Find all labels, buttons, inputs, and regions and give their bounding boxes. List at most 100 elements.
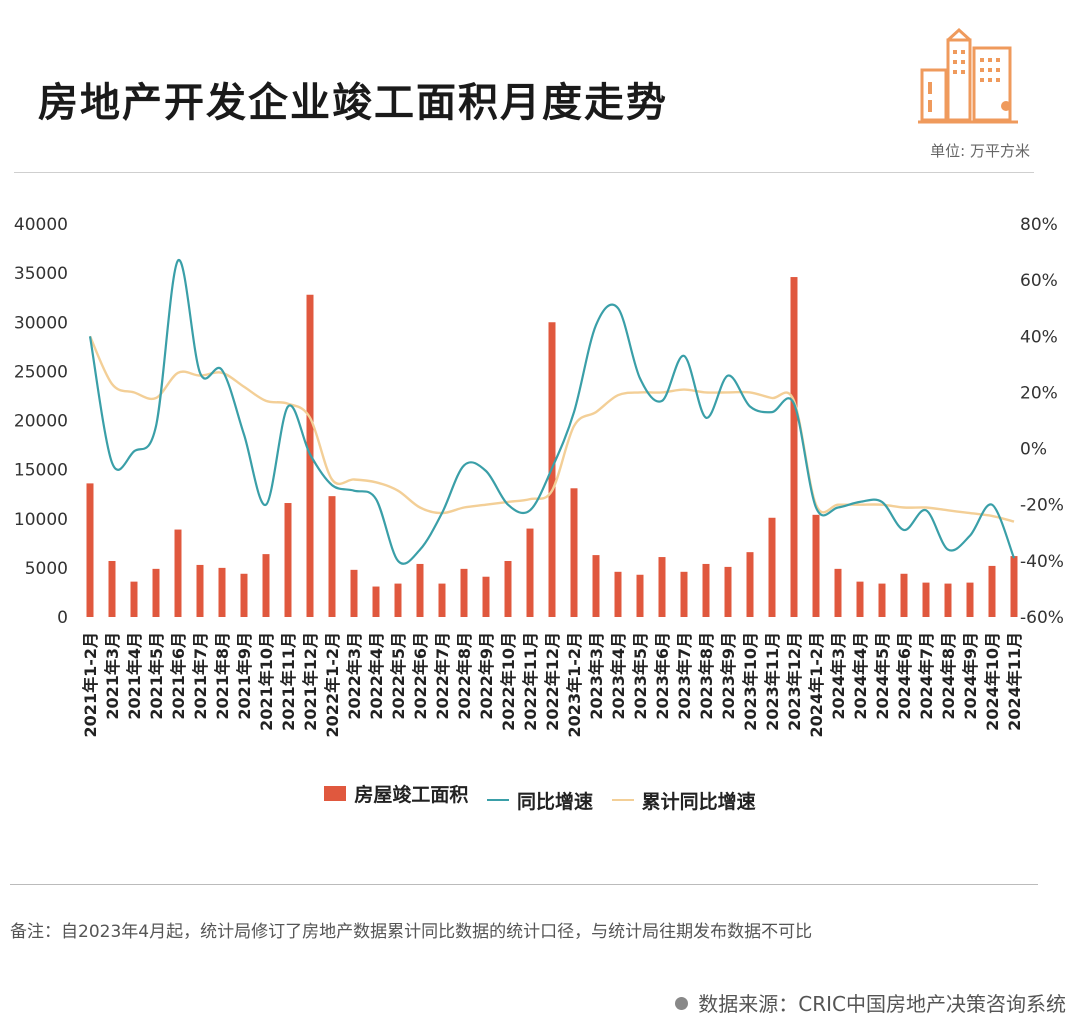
x-tick-label: 2021年1-2月 — [81, 632, 100, 737]
x-tick-label: 2024年9月 — [961, 632, 980, 720]
bar — [592, 555, 600, 617]
bar — [636, 574, 644, 617]
x-tick-label: 2023年4月 — [609, 632, 628, 720]
x-tick-label: 2021年10月 — [257, 632, 276, 731]
y-left-tick-label: 20000 — [14, 412, 68, 432]
unit-label: 单位: 万平方米 — [930, 142, 1030, 160]
bar — [724, 566, 732, 617]
bar — [614, 571, 622, 617]
y-right-tick-label: -40% — [1020, 552, 1064, 572]
bar — [526, 528, 534, 617]
y-left-tick-label: 40000 — [14, 215, 68, 235]
x-tick-label: 2021年4月 — [125, 632, 144, 720]
x-tick-label: 2023年11月 — [763, 632, 782, 731]
bar — [768, 517, 776, 617]
bar — [460, 568, 468, 617]
y-right-tick-label: 80% — [1020, 215, 1058, 235]
x-tick-label: 2024年8月 — [939, 632, 958, 720]
bar — [108, 560, 116, 617]
x-tick-label: 2024年5月 — [873, 632, 892, 720]
bar — [152, 568, 160, 617]
legend-item-bar: 房屋竣工面积 — [324, 780, 468, 807]
bar — [944, 583, 952, 617]
bar — [966, 582, 974, 617]
y-right-tick-label: -20% — [1020, 496, 1064, 516]
bar — [790, 277, 798, 617]
bar — [680, 571, 688, 617]
x-tick-label: 2021年5月 — [147, 632, 166, 720]
x-tick-label: 2023年5月 — [631, 632, 650, 720]
y-left-tick-label: 30000 — [14, 313, 68, 333]
y-left-tick-label: 10000 — [14, 510, 68, 530]
chart-legend: 房屋竣工面积 同比增速 累计同比增速 — [0, 780, 1080, 814]
legend-swatch-bar — [324, 786, 347, 801]
x-tick-label: 2024年6月 — [895, 632, 914, 720]
x-tick-label: 2023年6月 — [653, 632, 672, 720]
x-tick-label: 2023年10月 — [741, 632, 760, 731]
legend-label-yoy: 同比增速 — [516, 790, 593, 813]
x-tick-label: 2023年3月 — [587, 632, 606, 720]
bar — [284, 503, 292, 617]
x-tick-label: 2024年7月 — [917, 632, 936, 720]
y-right-tick-label: 0% — [1020, 440, 1047, 460]
bar — [856, 581, 864, 617]
title-divider — [14, 172, 1034, 173]
x-tick-label: 2021年6月 — [169, 632, 188, 720]
legend-label-bar: 房屋竣工面积 — [354, 784, 469, 806]
x-tick-label: 2022年1-2月 — [323, 632, 342, 737]
bar — [438, 583, 446, 617]
bar — [262, 554, 270, 617]
x-tick-label: 2022年11月 — [521, 632, 540, 731]
x-tick-label: 2022年9月 — [477, 632, 496, 720]
x-tick-label: 2022年10月 — [499, 632, 518, 731]
bar — [834, 568, 842, 617]
bar — [922, 582, 930, 617]
x-tick-label: 2024年10月 — [983, 632, 1002, 731]
bar — [394, 583, 402, 617]
x-tick-label: 2022年3月 — [345, 632, 364, 720]
bar — [416, 563, 424, 617]
x-tick-label: 2021年8月 — [213, 632, 232, 720]
yoy-growth-line — [88, 259, 1016, 565]
completion-area-chart: 0 5000 10000 15000 20000 25000 30000 35000 40000… — [14, 215, 1064, 737]
bullet-icon — [675, 997, 689, 1010]
legend-swatch-yoy — [486, 799, 509, 801]
data-source-text: 数据来源：CRIC中国房地产决策咨询系统 — [698, 992, 1066, 1016]
bar — [350, 569, 358, 617]
x-tick-label: 2022年5月 — [389, 632, 408, 720]
legend-swatch-cum — [611, 799, 634, 801]
y-left-tick-label: 25000 — [14, 362, 68, 382]
y-left-tick-label: 15000 — [14, 461, 68, 481]
bar — [482, 576, 490, 617]
bar — [900, 573, 908, 617]
y-left-tick-label: 5000 — [25, 559, 68, 579]
x-tick-label: 2021年12月 — [301, 632, 320, 731]
bar — [130, 581, 138, 617]
x-tick-label: 2021年11月 — [279, 632, 298, 731]
x-tick-label: 2023年1-2月 — [565, 632, 584, 737]
cumulative-yoy-line — [88, 335, 1015, 523]
x-tick-label: 2022年7月 — [433, 632, 452, 720]
y-right-tick-label: -60% — [1020, 608, 1064, 628]
bar — [174, 529, 182, 617]
footer-divider — [10, 884, 1038, 885]
bar — [372, 586, 380, 617]
x-tick-label: 2024年11月 — [1005, 632, 1024, 731]
x-tick-label: 2022年6月 — [411, 632, 430, 720]
x-tick-label: 2022年12月 — [543, 632, 562, 731]
x-tick-label: 2021年3月 — [103, 632, 122, 720]
bar — [504, 560, 512, 617]
bar — [988, 565, 996, 617]
legend-item-cum: 累计同比增速 — [611, 787, 756, 814]
footnote: 备注：自2023年4月起，统计局修订了房地产数据累计同比数据的统计口径，与统计局… — [10, 922, 813, 942]
bar — [218, 567, 226, 617]
bar — [240, 573, 248, 617]
x-tick-label: 2023年9月 — [719, 632, 738, 720]
bar — [570, 488, 578, 617]
x-tick-label: 2024年1-2月 — [807, 632, 826, 737]
x-tick-label: 2024年4月 — [851, 632, 870, 720]
bar — [746, 552, 754, 617]
bar — [86, 483, 94, 617]
bar — [878, 583, 886, 617]
y-right-tick-label: 20% — [1020, 383, 1058, 403]
